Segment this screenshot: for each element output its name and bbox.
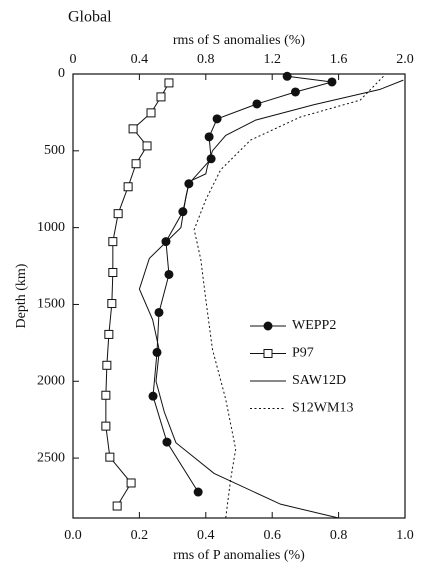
point: [123, 182, 133, 192]
point: [252, 99, 262, 109]
point: [178, 207, 188, 217]
point: [105, 452, 115, 462]
point: [164, 78, 174, 88]
x-tick-label: 0.8: [330, 528, 348, 543]
point: [108, 267, 118, 277]
y-tick-label: 2500: [37, 450, 65, 465]
point: [212, 114, 222, 124]
x2-tick-label: 0.4: [131, 52, 149, 67]
point: [126, 478, 136, 488]
point: [148, 391, 158, 401]
point: [142, 141, 152, 151]
legend-label: SAW12D: [292, 373, 346, 388]
series-line: [105, 82, 170, 507]
point: [113, 209, 123, 219]
point: [164, 269, 174, 279]
x-tick-label: 0.0: [64, 528, 82, 543]
series-line: [152, 75, 333, 493]
point: [108, 237, 118, 247]
y-tick-label: 1000: [37, 220, 65, 235]
point: [131, 159, 141, 169]
series-line: [193, 75, 384, 519]
legend-label: P97: [292, 346, 314, 361]
y-tick-label: 500: [44, 143, 65, 158]
series-line: [138, 79, 404, 519]
y-axis-label: Depth (km): [14, 263, 29, 328]
point: [154, 307, 164, 317]
y-tick-label: 1500: [37, 297, 65, 312]
x-tick-label: 0.6: [263, 528, 281, 543]
x2-tick-label: 2.0: [396, 52, 414, 67]
point: [290, 87, 300, 97]
point: [327, 77, 337, 87]
point: [112, 501, 122, 511]
point: [282, 71, 292, 81]
point: [107, 299, 117, 309]
point: [204, 132, 214, 142]
x2-tick-label: 0.8: [197, 52, 215, 67]
x2-axis-label: rms of S anomalies (%): [173, 33, 306, 48]
x-tick-label: 1.0: [396, 528, 414, 543]
point: [101, 421, 111, 431]
point: [152, 347, 162, 357]
legend-label: WEPP2: [292, 318, 336, 333]
point: [101, 390, 111, 400]
plot-frame: [72, 73, 406, 519]
point: [193, 487, 203, 497]
point: [156, 92, 166, 102]
point: [102, 360, 112, 370]
y-tick-label: 2000: [37, 373, 65, 388]
x2-tick-label: 1.6: [330, 52, 348, 67]
legend-marker: [263, 321, 273, 331]
point: [146, 108, 156, 118]
x-tick-label: 0.2: [131, 528, 149, 543]
y-tick-label: 0: [58, 66, 65, 81]
x-axis-label: rms of P anomalies (%): [173, 548, 305, 563]
x2-tick-label: 1.2: [263, 52, 281, 67]
x-tick-label: 0.4: [197, 528, 215, 543]
legend-label: S12WM13: [292, 401, 353, 416]
point: [162, 437, 172, 447]
point: [128, 124, 138, 134]
chart-title: Global: [68, 9, 112, 26]
legend-marker: [263, 349, 273, 358]
x2-tick-label: 0: [70, 52, 77, 67]
point: [104, 329, 114, 339]
